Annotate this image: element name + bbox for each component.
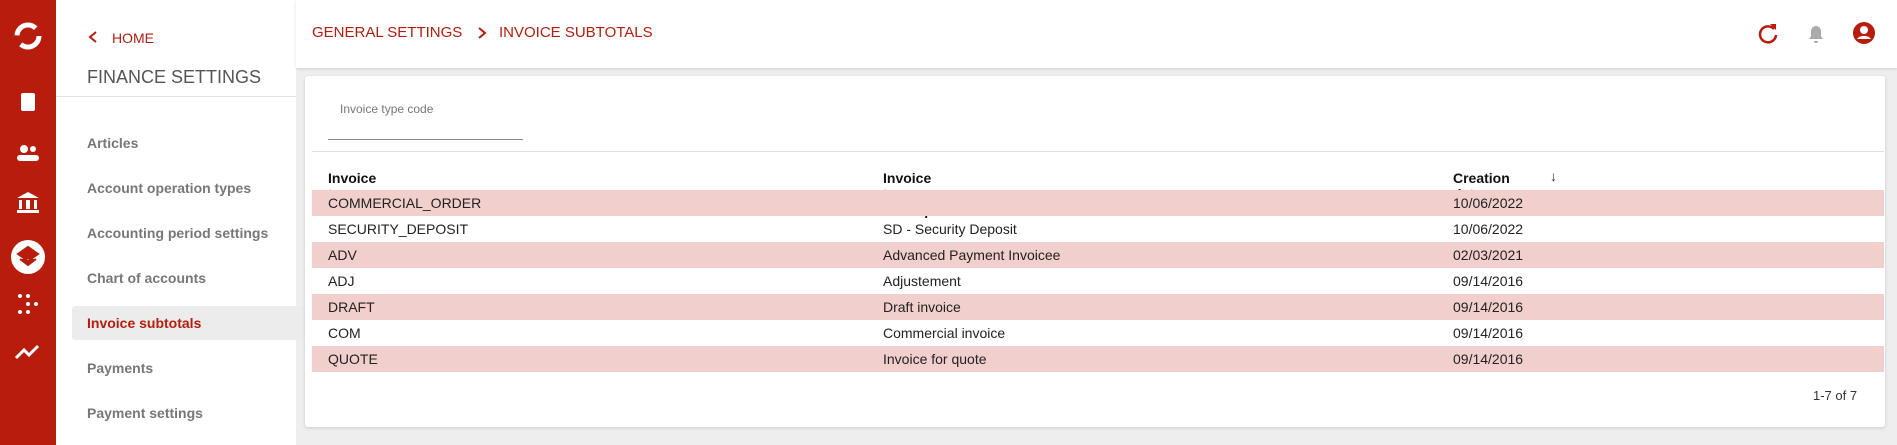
logo	[14, 22, 42, 50]
nav-item[interactable]: Chart of accounts	[87, 270, 207, 286]
filter-label: Invoice type code	[340, 102, 434, 116]
cell: Commercial invoice	[883, 325, 1006, 341]
cell: ADV	[328, 247, 357, 263]
icon-layers-active[interactable]	[6, 235, 50, 279]
icon-dots[interactable]	[16, 292, 40, 316]
cell: COM	[328, 325, 361, 341]
back-icon[interactable]	[87, 30, 99, 44]
sort-icon[interactable]: ↓	[1550, 168, 1557, 184]
table-row[interactable]: COM Commercial invoice 09/14/2016	[312, 320, 1884, 346]
table-row[interactable]: SECURITY_DEPOSIT SD - Security Deposit 10/…	[312, 216, 1884, 242]
breadcrumb-current: INVOICE SUBTOTALS	[499, 24, 653, 41]
nav-item[interactable]: Articles	[87, 135, 139, 151]
nav-item[interactable]: Payment settings	[87, 405, 203, 421]
cell: QUOTE	[328, 351, 378, 367]
back-link[interactable]: HOME	[112, 30, 154, 46]
cell: SD - Security Deposit	[883, 221, 1017, 237]
cell: 09/14/2016	[1453, 273, 1524, 289]
cell: Invoice for quote	[883, 351, 987, 367]
cell: 09/14/2016	[1453, 299, 1524, 315]
divider	[56, 96, 296, 97]
nav-item[interactable]: Payments	[87, 360, 154, 376]
top-bar: GENERAL SETTINGS INVOICE SUBTOTALS	[296, 0, 1897, 68]
cell: 09/14/2016	[1453, 351, 1524, 367]
content-card: Invoice type code Invoice type codeInvoi…	[305, 76, 1885, 427]
nav-item[interactable]: Accounting period settings	[87, 225, 269, 241]
breadcrumb-separator	[478, 27, 487, 39]
cell: ADJ	[328, 273, 355, 289]
icon-people[interactable]	[15, 143, 41, 163]
cell: SECURITY_DEPOSIT	[328, 221, 469, 237]
nav-item-active[interactable]: Invoice subtotals	[72, 306, 337, 340]
cell: 02/03/2021	[1453, 247, 1524, 263]
cell: COMMERCIAL_ORDER	[328, 195, 482, 211]
cell: DRAFT	[328, 299, 375, 315]
table-row[interactable]: ADV Advanced Payment Invoicee 02/03/2021	[312, 242, 1884, 268]
table-row[interactable]: QUOTE Invoice for quote 09/14/2016	[312, 346, 1884, 372]
cell: 10/06/2022	[1453, 195, 1524, 211]
cell: Adjustement	[883, 273, 961, 289]
table-row[interactable]: ADJ Adjustement 09/14/2016	[312, 268, 1884, 294]
cell: 09/14/2016	[1453, 325, 1524, 341]
cell: Advanced Payment Invoicee	[883, 247, 1061, 263]
pagination: 1-7 of 7	[1813, 388, 1858, 403]
icon-bank[interactable]	[15, 190, 41, 214]
account-button[interactable]	[1851, 20, 1877, 46]
cell: Draft invoice	[883, 299, 961, 315]
sidebar: HOME FINANCE SETTINGS Articles Account op…	[56, 0, 337, 445]
notifications-button[interactable]	[1804, 21, 1828, 45]
app-rail	[0, 0, 56, 445]
breadcrumb-link[interactable]: GENERAL SETTINGS	[312, 24, 463, 41]
table-row[interactable]: COMMERCIAL_ORDER 10/06/2022	[312, 190, 1884, 216]
cell: 10/06/2022	[1453, 221, 1524, 237]
refresh-button[interactable]	[1756, 21, 1780, 45]
icon-book[interactable]	[18, 92, 38, 112]
sidebar-title: FINANCE SETTINGS	[87, 67, 262, 87]
icon-trend[interactable]	[14, 343, 40, 361]
divider	[312, 151, 1884, 152]
nav-item[interactable]: Account operation types	[87, 180, 252, 196]
filter-input[interactable]	[328, 139, 523, 140]
table-row[interactable]: DRAFT Draft invoice 09/14/2016	[312, 294, 1884, 320]
